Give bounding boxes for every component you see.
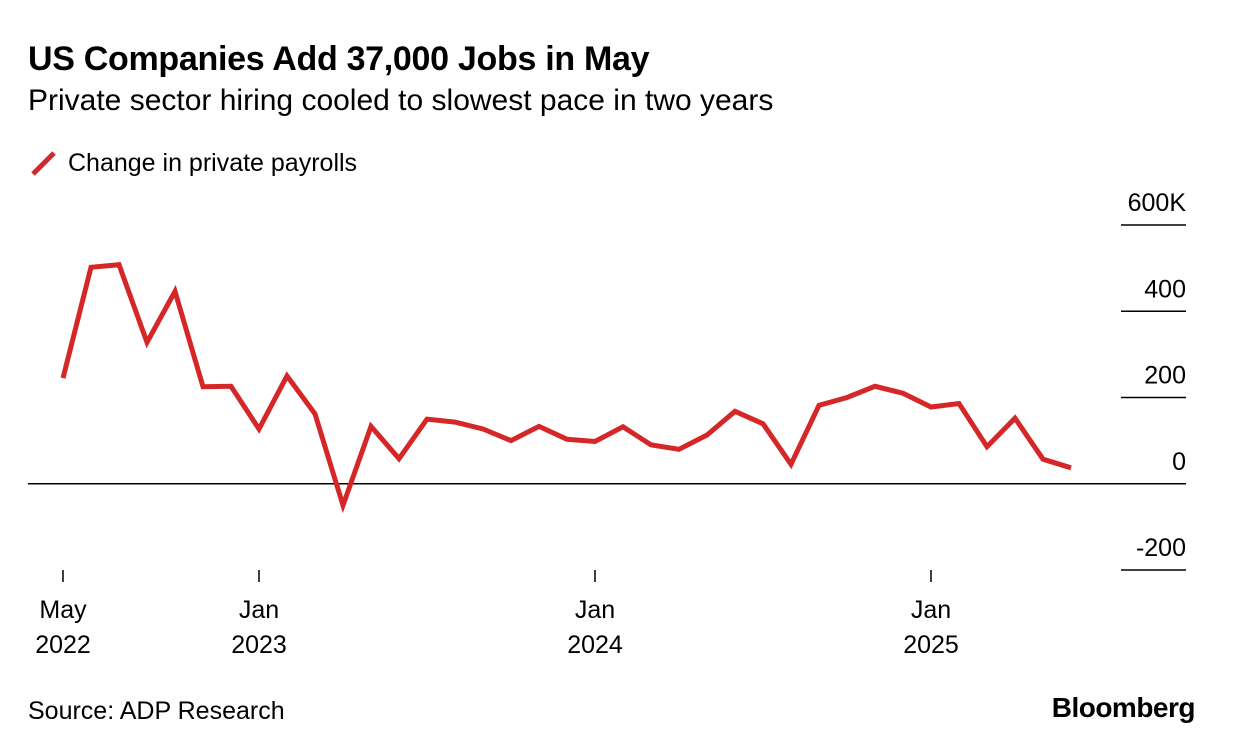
series-line-change-in-private-payrolls xyxy=(60,262,1072,514)
source-note: Source: ADP Research xyxy=(28,697,285,725)
chart-title: US Companies Add 37,000 Jobs in May xyxy=(28,40,650,78)
x-tick-label: 2022 xyxy=(35,631,91,659)
y-tick-label: -200 xyxy=(1136,534,1186,562)
legend-line-icon xyxy=(31,151,56,176)
line-chart: 600K 400 200 0 -200 May 2022 Jan 2023 Jan 2024 Jan… xyxy=(28,189,1187,659)
y-axis: 600K 400 200 0 -200 xyxy=(1121,189,1187,571)
y-tick-label: 200 xyxy=(1144,362,1186,390)
bloomberg-logo: Bloomberg xyxy=(1051,692,1196,723)
y-tick-label: 400 xyxy=(1144,275,1186,303)
x-axis: May 2022 Jan 2023 Jan 2024 Jan 2025 xyxy=(35,570,959,659)
x-tick-label: 2024 xyxy=(567,631,623,659)
legend-label: Change in private payrolls xyxy=(68,148,358,177)
x-tick-label: Jan xyxy=(239,596,279,624)
x-tick-label: Jan xyxy=(575,596,615,624)
chart-subtitle: Private sector hiring cooled to slowest … xyxy=(28,84,774,117)
legend: Change in private payrolls xyxy=(28,146,357,180)
y-tick-label: 600K xyxy=(1128,189,1187,217)
x-tick-label: Jan xyxy=(911,596,951,624)
x-tick-label: 2025 xyxy=(903,631,959,659)
x-tick-label: 2023 xyxy=(231,631,287,659)
y-tick-label: 0 xyxy=(1172,448,1186,476)
x-tick-label: May xyxy=(39,596,87,624)
